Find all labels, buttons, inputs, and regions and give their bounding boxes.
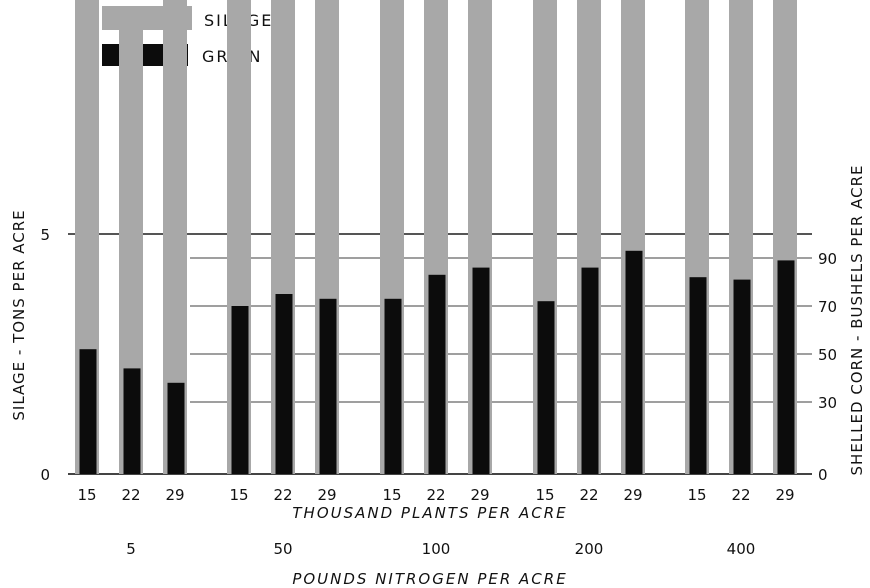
bar-grain: [625, 250, 643, 474]
bar-grain: [777, 260, 795, 474]
bar-grain: [384, 298, 402, 474]
x-group-label: 50: [273, 540, 292, 558]
x-tick-label: 22: [273, 486, 292, 504]
x-tick-label: 22: [426, 486, 445, 504]
x-group-label: 100: [422, 540, 451, 558]
bar-grain: [231, 306, 249, 474]
x-tick-label: 15: [229, 486, 248, 504]
x-tick-label: 15: [687, 486, 706, 504]
right-tick-label: 70: [818, 298, 837, 316]
x-tick-label: 29: [470, 486, 489, 504]
right-tick-label: 30: [818, 394, 837, 412]
axis-ticks: 051015030507090: [31, 0, 837, 484]
left-tick-label: 5: [40, 226, 50, 244]
right-tick-label: 90: [818, 250, 837, 268]
x-tick-label: 29: [165, 486, 184, 504]
x-tick-label: 29: [775, 486, 794, 504]
bar-grain: [428, 274, 446, 474]
left-tick-label: 10: [31, 0, 50, 4]
bar-grain: [537, 301, 555, 474]
x-tick-label: 29: [317, 486, 336, 504]
bar-grain: [167, 382, 185, 474]
x-tick-label: 22: [731, 486, 750, 504]
right-tick-label: 50: [818, 346, 837, 364]
bar-grain: [581, 267, 599, 474]
bar-grain: [472, 267, 490, 474]
left-tick-label: 0: [40, 466, 50, 484]
bar-grain: [689, 277, 707, 474]
bar-grain: [275, 294, 293, 474]
bar-grain: [733, 279, 751, 474]
x-group-label: 200: [575, 540, 604, 558]
x-category-labels: 15 22 29 15 22 29 15 22 29 15 22 29 15 22 29: [77, 486, 794, 504]
bar-grain: [79, 349, 97, 474]
x-tick-label: 15: [535, 486, 554, 504]
left-axis-title: SILAGE - TONS PER ACRE: [10, 209, 28, 420]
x-group-label: 400: [727, 540, 756, 558]
x-axis-title-plants: THOUSAND PLANTS PER ACRE: [292, 504, 567, 522]
x-tick-label: 22: [121, 486, 140, 504]
x-tick-label: 15: [77, 486, 96, 504]
bar-grain: [319, 298, 337, 474]
right-tick-label: 0: [818, 466, 828, 484]
x-tick-label: 22: [579, 486, 598, 504]
right-axis-title: SHELLED CORN - BUSHELS PER ACRE: [848, 165, 866, 476]
x-group-label: 5: [126, 540, 136, 558]
bar-grain: [123, 368, 141, 474]
x-group-labels: 5 50 100 200 400: [126, 540, 755, 558]
x-tick-label: 15: [382, 486, 401, 504]
x-tick-label: 29: [623, 486, 642, 504]
x-axis-title-nitrogen: POUNDS NITROGEN PER ACRE: [292, 570, 567, 588]
bars: [75, 0, 797, 475]
